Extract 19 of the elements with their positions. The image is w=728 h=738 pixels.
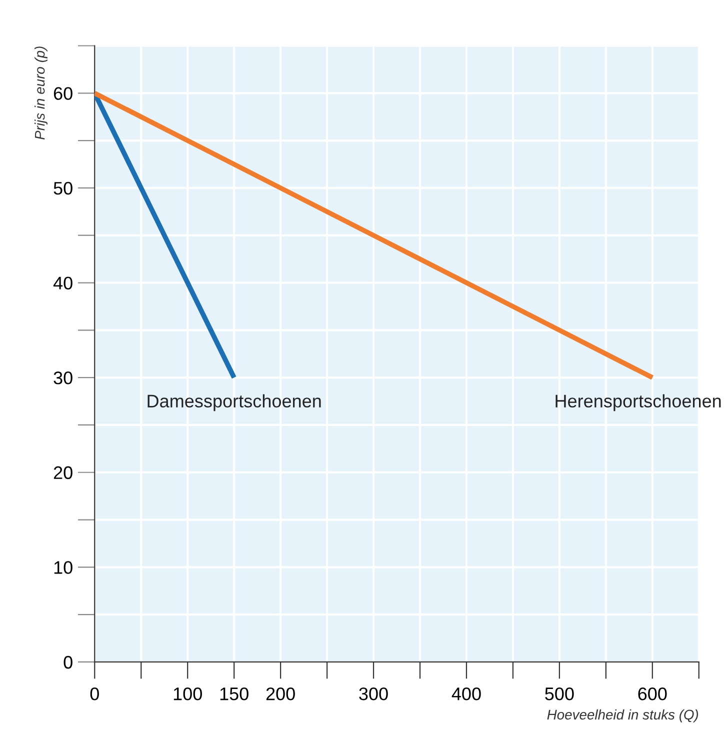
x-tick-label: 400 [452, 687, 481, 700]
y-tick-label: 30 [54, 372, 72, 384]
x-tick-label: 200 [266, 687, 295, 700]
x-tick-label: 300 [359, 687, 388, 700]
y-tick-label: 10 [54, 561, 72, 574]
y-tick-label: 40 [53, 276, 72, 290]
x-tick-label: 600 [638, 687, 667, 700]
y-tick-label: 50 [54, 182, 72, 195]
x-tick-label: 150 [220, 687, 248, 700]
y-tick-label: 20 [54, 466, 72, 480]
x-tick-label: 500 [545, 687, 574, 700]
series-label: Damessportschoenen [148, 394, 321, 412]
y-tick-label: 0 [64, 656, 72, 669]
x-axis-title: Hoeveelheid in stuks (Q) [547, 709, 698, 722]
series-label: Herensportschoenen [556, 394, 721, 412]
x-tick-label: 100 [174, 687, 202, 700]
y-tick-label: 60 [54, 87, 72, 100]
x-tick-label: 0 [90, 687, 99, 700]
y-axis-title: Prijs in euro (p) [34, 46, 48, 140]
